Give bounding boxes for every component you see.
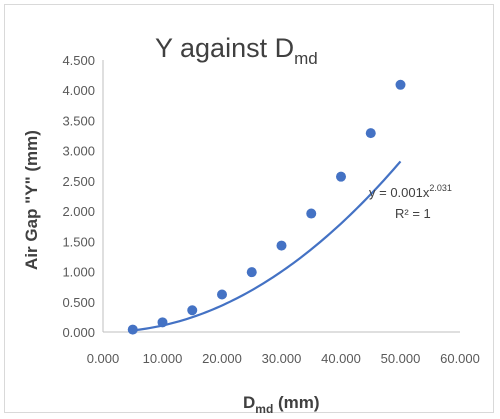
- y-tick-labels: 0.000 0.500 1.000 1.500 2.000 2.500 3.000 3.500…: [62, 53, 95, 340]
- x-axis-title-suffix: (mm): [273, 393, 319, 412]
- data-point: [336, 171, 346, 182]
- data-point: [276, 240, 287, 251]
- y-tick-label: 1.000: [62, 265, 95, 280]
- y-tick-label: 1.500: [62, 234, 95, 249]
- x-axis-title-subscript: md: [255, 402, 273, 414]
- x-tick-label: 0.000: [87, 351, 120, 366]
- x-tick-labels: 0.000 10.000 20.000 30.000 40.000 50.000 60.00…: [87, 351, 480, 366]
- x-tick-label: 30.000: [262, 351, 302, 366]
- trendline-equation: y = 0.001x2.031: [369, 183, 452, 200]
- trendline-equation-base: y = 0.001x: [369, 185, 430, 200]
- chart-frame: Y against Dmd Air Gap "Y" (mm) Dmd (mm) …: [4, 4, 494, 414]
- x-tick-label: 50.000: [381, 351, 421, 366]
- x-axis-title: Dmd (mm): [243, 393, 320, 414]
- data-point: [395, 79, 406, 90]
- data-point: [187, 305, 198, 316]
- x-axis-title-main: D: [243, 393, 255, 412]
- data-point: [365, 128, 376, 139]
- chart-title-subscript: md: [294, 49, 318, 68]
- y-tick-label: 3.500: [62, 113, 95, 128]
- data-point: [127, 324, 138, 335]
- x-tick-label: 60.000: [440, 351, 480, 366]
- y-tick-label: 0.000: [62, 325, 95, 340]
- trendline-r-squared: R² = 1: [395, 206, 431, 221]
- trendline: [132, 160, 402, 332]
- data-points: [127, 79, 406, 335]
- y-axis-title: Air Gap "Y" (mm): [22, 130, 41, 270]
- data-point: [246, 267, 257, 278]
- trendline-equation-exponent: 2.031: [429, 183, 452, 193]
- x-tick-label: 10.000: [143, 351, 183, 366]
- y-tick-label: 0.500: [62, 295, 95, 310]
- data-point: [157, 317, 168, 328]
- chart-title-main: Y against D: [155, 33, 294, 63]
- chart-title: Y against Dmd: [155, 33, 318, 68]
- y-tick-label: 3.000: [62, 144, 95, 159]
- y-tick-label: 4.000: [62, 83, 95, 98]
- y-tick-label: 2.500: [62, 174, 95, 189]
- chart-svg: Y against Dmd Air Gap "Y" (mm) Dmd (mm) …: [22, 33, 480, 414]
- data-point: [217, 289, 227, 300]
- y-tick-label: 2.000: [62, 204, 95, 219]
- y-tick-label: 4.500: [62, 53, 95, 68]
- data-point: [306, 208, 317, 219]
- x-tick-label: 40.000: [321, 351, 361, 366]
- x-tick-label: 20.000: [202, 351, 242, 366]
